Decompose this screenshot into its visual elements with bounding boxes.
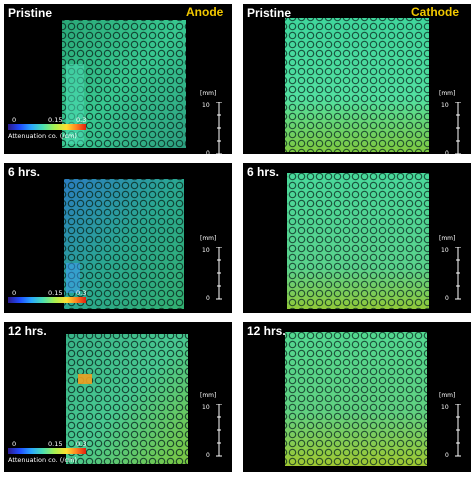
scale-bar: [mm] 10 0: [184, 235, 232, 313]
ct-scan-image: [285, 18, 429, 152]
scale-max: 10: [202, 404, 210, 411]
scale-unit: [mm]: [439, 392, 456, 399]
colorbar-tick: 0: [12, 116, 17, 124]
panel-anode-6hrs: 6 hrs. [mm] 10 0 0 0.15 0.3: [4, 163, 232, 313]
scale-unit: [mm]: [439, 235, 456, 242]
colorbar-tick: 0.3: [76, 440, 87, 448]
colorbar: 0 0.15 0.3 Attenuation co. (/cm): [4, 438, 104, 472]
condition-label: Pristine: [247, 6, 292, 20]
ct-scan-image: [64, 179, 184, 309]
condition-label: 12 hrs.: [8, 324, 47, 338]
colorbar: 0 0.15 0.3 Attenuation co. (/cm): [4, 114, 104, 154]
electrode-label: Cathode: [411, 5, 459, 19]
scale-bar: [mm] 10 0: [423, 235, 471, 313]
scale-unit: [mm]: [200, 90, 217, 97]
colorbar-gradient: [8, 448, 86, 454]
colorbar-tick: 0: [12, 289, 17, 297]
colorbar-tick: 0.3: [76, 116, 87, 124]
scale-bar: [mm] 10 0: [423, 90, 471, 154]
panel-cathode-12hrs: 12 hrs. [mm] 10 0: [243, 322, 471, 472]
panel-anode-pristine: Pristine Anode [mm] 10 0 0 0.15 0.3 Atte…: [4, 4, 232, 154]
condition-label: Pristine: [8, 6, 53, 20]
ct-scan-image: [285, 332, 427, 466]
colorbar-label: Attenuation co. (/cm): [8, 132, 77, 140]
scale-unit: [mm]: [200, 392, 217, 399]
scale-min: 0: [206, 452, 210, 459]
panel-cathode-pristine: Pristine Cathode [mm] 10 0: [243, 4, 471, 154]
condition-label: 12 hrs.: [247, 324, 286, 338]
panel-anode-12hrs: 12 hrs. [mm] 10 0 0 0.15 0.3 Attenuation…: [4, 322, 232, 472]
scale-max: 10: [441, 247, 449, 254]
scale-unit: [mm]: [439, 90, 456, 97]
colorbar-gradient: [8, 297, 86, 303]
ct-scan-image: [66, 334, 188, 464]
scale-bar: [mm] 10 0: [423, 392, 471, 472]
scale-unit: [mm]: [200, 235, 217, 242]
colorbar-tick: 0.15: [48, 440, 63, 448]
colorbar-tick: 0.15: [48, 116, 63, 124]
panel-cathode-6hrs: 6 hrs. [mm] 10 0: [243, 163, 471, 313]
scale-max: 10: [441, 404, 449, 411]
scale-max: 10: [202, 247, 210, 254]
scale-max: 10: [441, 102, 449, 109]
colorbar-tick: 0.3: [76, 289, 87, 297]
colorbar-tick: 0.15: [48, 289, 63, 297]
scale-min: 0: [445, 150, 449, 154]
electrode-label: Anode: [186, 5, 224, 19]
condition-label: 6 hrs.: [247, 165, 280, 179]
scale-min: 0: [445, 452, 449, 459]
scale-min: 0: [445, 295, 449, 302]
colorbar: 0 0.15 0.3: [4, 287, 104, 313]
colorbar-gradient: [8, 124, 86, 130]
colorbar-tick: 0: [12, 440, 17, 448]
scale-bar: [mm] 10 0: [184, 90, 232, 154]
colorbar-label: Attenuation co. (/cm): [8, 456, 77, 464]
condition-label: 6 hrs.: [8, 165, 41, 179]
ct-scan-image: [287, 173, 429, 309]
scale-min: 0: [206, 295, 210, 302]
scale-bar: [mm] 10 0: [184, 392, 232, 472]
scale-min: 0: [206, 150, 210, 154]
scale-max: 10: [202, 102, 210, 109]
